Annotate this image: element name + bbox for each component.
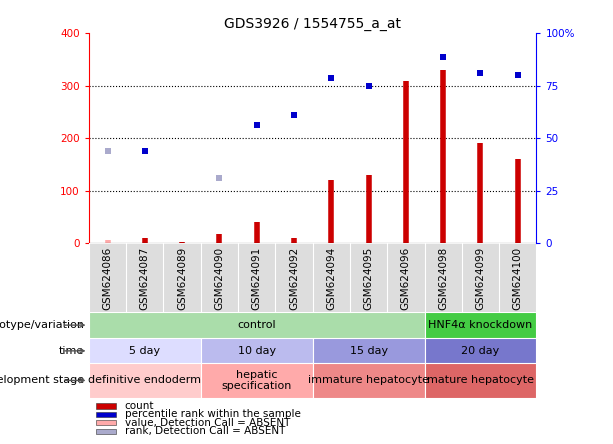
Title: GDS3926 / 1554755_a_at: GDS3926 / 1554755_a_at	[224, 17, 401, 31]
Text: genotype/variation: genotype/variation	[0, 320, 85, 330]
Text: GSM624099: GSM624099	[476, 246, 485, 310]
Bar	[96, 412, 116, 417]
Text: 10 day: 10 day	[238, 346, 276, 356]
Text: GSM624095: GSM624095	[364, 246, 373, 310]
Text: GSM624089: GSM624089	[177, 246, 187, 310]
Text: GSM624087: GSM624087	[140, 246, 150, 310]
Text: time: time	[59, 346, 85, 356]
Text: GSM624090: GSM624090	[215, 246, 224, 309]
Text: count: count	[124, 401, 154, 411]
Text: GSM624094: GSM624094	[326, 246, 337, 310]
Text: definitive endoderm: definitive endoderm	[88, 376, 201, 385]
Text: GSM624100: GSM624100	[512, 246, 523, 309]
Bar	[89, 312, 424, 338]
Text: value, Detection Call = ABSENT: value, Detection Call = ABSENT	[124, 418, 290, 428]
Bar	[424, 312, 536, 338]
Text: 5 day: 5 day	[129, 346, 161, 356]
Text: development stage: development stage	[0, 376, 85, 385]
Bar	[313, 363, 424, 397]
Bar	[89, 363, 201, 397]
Bar	[201, 338, 313, 363]
Bar	[96, 420, 116, 425]
Text: 15 day: 15 day	[349, 346, 387, 356]
Bar	[96, 403, 116, 408]
Bar	[424, 338, 536, 363]
Text: rank, Detection Call = ABSENT: rank, Detection Call = ABSENT	[124, 426, 285, 436]
Text: GSM624091: GSM624091	[252, 246, 262, 310]
Text: immature hepatocyte: immature hepatocyte	[308, 376, 429, 385]
Text: mature hepatocyte: mature hepatocyte	[427, 376, 534, 385]
Text: HNF4α knockdown: HNF4α knockdown	[428, 320, 533, 330]
Bar	[201, 363, 313, 397]
Text: control: control	[237, 320, 276, 330]
Text: percentile rank within the sample: percentile rank within the sample	[124, 409, 300, 420]
Text: GSM624096: GSM624096	[401, 246, 411, 310]
Bar	[424, 363, 536, 397]
Bar	[96, 428, 116, 434]
Text: GSM624098: GSM624098	[438, 246, 448, 310]
Bar	[313, 338, 424, 363]
Text: hepatic
specification: hepatic specification	[221, 370, 292, 391]
Text: GSM624092: GSM624092	[289, 246, 299, 310]
Bar	[89, 338, 201, 363]
Text: 20 day: 20 day	[462, 346, 500, 356]
Text: GSM624086: GSM624086	[102, 246, 113, 310]
